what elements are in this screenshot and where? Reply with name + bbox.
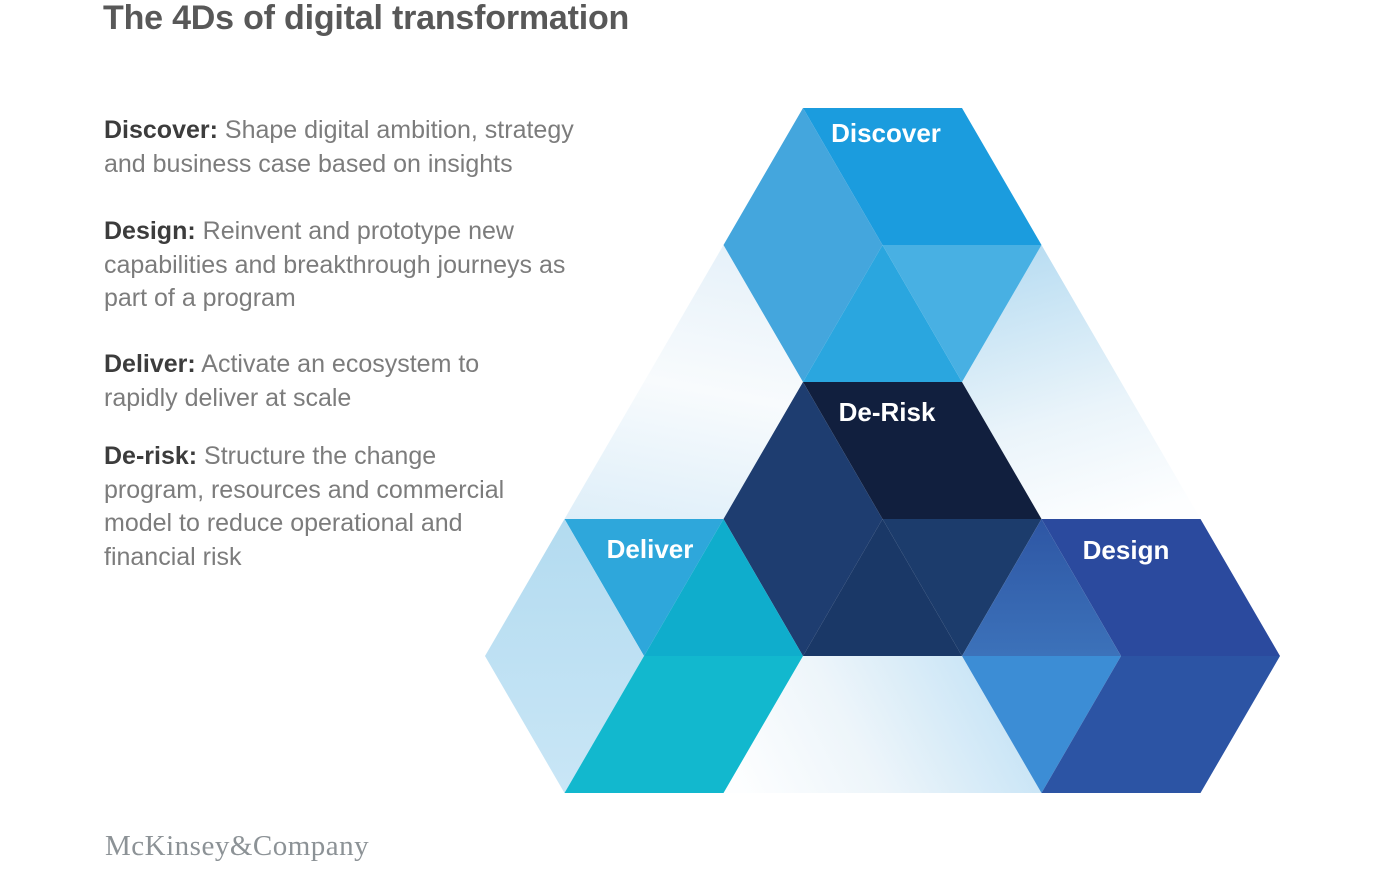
definition-derisk-term: De-risk:	[104, 442, 198, 470]
definition-design-term: Design:	[104, 217, 196, 245]
deliver-node-label: Deliver	[606, 534, 694, 564]
discover-node-label: Discover	[831, 118, 941, 148]
definition-design-desc: Reinvent and prototype new capabilities …	[104, 217, 566, 312]
discover-bottom-face	[803, 245, 962, 382]
fade-strip-left	[564, 245, 803, 519]
deliver-top-face	[564, 519, 724, 656]
design-hexagon	[962, 519, 1280, 793]
definition-discover-term: Discover:	[104, 116, 218, 144]
design-node-label: Design	[1082, 535, 1170, 565]
design-left-upper-face	[962, 519, 1121, 656]
discover-hexagon	[723, 108, 1042, 382]
definition-deliver-desc: Activate an ecosystem to rapidly deliver…	[104, 350, 480, 412]
mckinsey-logo: McKinsey&Company	[105, 830, 370, 862]
definition-derisk-desc: Structure the change program, resources …	[104, 442, 505, 571]
definition-deliver: Deliver: Activate an ecosystem to rapidl…	[104, 348, 666, 415]
definition-discover: Discover: Shape digital ambition, strate…	[104, 114, 666, 181]
discover-right-face	[882, 245, 1042, 382]
fade-strip-right	[962, 245, 1201, 519]
design-bottom-face	[1041, 656, 1280, 793]
derisk-right-face	[882, 519, 1042, 656]
deliver-right-upper-face	[644, 519, 803, 656]
fade-strip-bottom	[723, 656, 1042, 793]
deliver-hexagon	[485, 519, 803, 793]
page-title: The 4Ds of digital transformation	[103, 0, 630, 37]
deliver-bottom-face	[564, 656, 803, 793]
definition-derisk: De-risk: Structure the change program, r…	[104, 440, 666, 574]
definition-discover-desc: Shape digital ambition, strategy and bus…	[104, 116, 574, 178]
definition-deliver-term: Deliver:	[104, 350, 196, 378]
derisk-node-label: De-Risk	[838, 397, 936, 427]
definition-design: Design: Reinvent and prototype new capab…	[104, 215, 666, 316]
derisk-bottom-face	[803, 519, 962, 656]
design-left-lower-face	[962, 656, 1121, 793]
